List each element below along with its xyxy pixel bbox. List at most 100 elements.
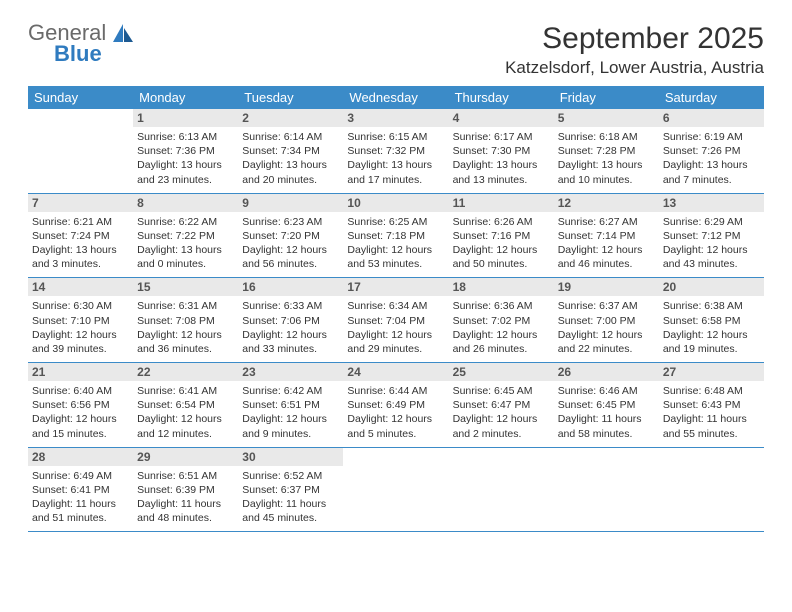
day-info: Sunrise: 6:17 AMSunset: 7:30 PMDaylight:… — [453, 130, 550, 187]
sunrise-text: Sunrise: 6:46 AM — [558, 384, 655, 398]
day-cell: 27Sunrise: 6:48 AMSunset: 6:43 PMDayligh… — [659, 363, 764, 447]
day-info: Sunrise: 6:49 AMSunset: 6:41 PMDaylight:… — [32, 469, 129, 526]
day-info: Sunrise: 6:34 AMSunset: 7:04 PMDaylight:… — [347, 299, 444, 356]
day-info: Sunrise: 6:38 AMSunset: 6:58 PMDaylight:… — [663, 299, 760, 356]
day-info: Sunrise: 6:52 AMSunset: 6:37 PMDaylight:… — [242, 469, 339, 526]
day-cell: 18Sunrise: 6:36 AMSunset: 7:02 PMDayligh… — [449, 278, 554, 362]
sunset-text: Sunset: 7:08 PM — [137, 314, 234, 328]
logo: General Blue — [28, 22, 135, 65]
day-number: 9 — [238, 194, 343, 212]
daylight-text: Daylight: 11 hours and 45 minutes. — [242, 497, 339, 525]
day-cell — [659, 448, 764, 532]
day-cell — [28, 109, 133, 193]
day-number: 20 — [659, 278, 764, 296]
weekday-label: Monday — [133, 86, 238, 109]
weekday-label: Thursday — [449, 86, 554, 109]
day-number: 26 — [554, 363, 659, 381]
week-row: 1Sunrise: 6:13 AMSunset: 7:36 PMDaylight… — [28, 109, 764, 194]
sunrise-text: Sunrise: 6:33 AM — [242, 299, 339, 313]
day-number: 12 — [554, 194, 659, 212]
day-cell: 10Sunrise: 6:25 AMSunset: 7:18 PMDayligh… — [343, 194, 448, 278]
day-cell: 24 Sunrise: 6:44 AMSunset: 6:49 PMDayligh… — [343, 363, 448, 447]
sunrise-text: Sunrise: 6:37 AM — [558, 299, 655, 313]
day-info: Sunrise: 6:48 AMSunset: 6:43 PMDaylight:… — [663, 384, 760, 441]
day-info: Sunrise: 6:36 AMSunset: 7:02 PMDaylight:… — [453, 299, 550, 356]
daylight-text: Daylight: 13 hours and 3 minutes. — [32, 243, 129, 271]
sunrise-text: Sunrise: 6:15 AM — [347, 130, 444, 144]
sunrise-text: Sunrise: 6:31 AM — [137, 299, 234, 313]
day-cell: 8Sunrise: 6:22 AMSunset: 7:22 PMDaylight… — [133, 194, 238, 278]
day-number: 5 — [554, 109, 659, 127]
daylight-text: Daylight: 12 hours and 22 minutes. — [558, 328, 655, 356]
day-number: 4 — [449, 109, 554, 127]
day-info: Sunrise: 6:23 AMSunset: 7:20 PMDaylight:… — [242, 215, 339, 272]
sunrise-text: Sunrise: 6:14 AM — [242, 130, 339, 144]
weeks-container: 1Sunrise: 6:13 AMSunset: 7:36 PMDaylight… — [28, 109, 764, 532]
week-row: 14Sunrise: 6:30 AMSunset: 7:10 PMDayligh… — [28, 278, 764, 363]
sunset-text: Sunset: 7:36 PM — [137, 144, 234, 158]
sunset-text: Sunset: 6:47 PM — [453, 398, 550, 412]
sunset-text: Sunset: 7:12 PM — [663, 229, 760, 243]
sunrise-text: Sunrise: 6:29 AM — [663, 215, 760, 229]
daylight-text: Daylight: 12 hours and 29 minutes. — [347, 328, 444, 356]
sunset-text: Sunset: 7:00 PM — [558, 314, 655, 328]
day-info: Sunrise: 6:19 AMSunset: 7:26 PMDaylight:… — [663, 130, 760, 187]
day-cell: 21Sunrise: 6:40 AMSunset: 6:56 PMDayligh… — [28, 363, 133, 447]
daylight-text: Daylight: 12 hours and 53 minutes. — [347, 243, 444, 271]
daylight-text: Daylight: 13 hours and 7 minutes. — [663, 158, 760, 186]
sunrise-text: Sunrise: 6:42 AM — [242, 384, 339, 398]
day-cell: 20 Sunrise: 6:38 AMSunset: 6:58 PMDayligh… — [659, 278, 764, 362]
sunrise-text: Sunrise: 6:36 AM — [453, 299, 550, 313]
header: General Blue September 2025 Katzelsdorf,… — [28, 22, 764, 78]
daylight-text: Daylight: 11 hours and 51 minutes. — [32, 497, 129, 525]
sunset-text: Sunset: 6:56 PM — [32, 398, 129, 412]
sunset-text: Sunset: 7:06 PM — [242, 314, 339, 328]
daylight-text: Daylight: 12 hours and 39 minutes. — [32, 328, 129, 356]
sunset-text: Sunset: 6:54 PM — [137, 398, 234, 412]
daylight-text: Daylight: 12 hours and 36 minutes. — [137, 328, 234, 356]
sunrise-text: Sunrise: 6:49 AM — [32, 469, 129, 483]
day-cell: 28Sunrise: 6:49 AMSunset: 6:41 PMDayligh… — [28, 448, 133, 532]
day-cell: 16 Sunrise: 6:33 AMSunset: 7:06 PMDayligh… — [238, 278, 343, 362]
month-title: September 2025 — [505, 22, 764, 56]
day-number: 3 — [343, 109, 448, 127]
sunrise-text: Sunrise: 6:48 AM — [663, 384, 760, 398]
daylight-text: Daylight: 11 hours and 48 minutes. — [137, 497, 234, 525]
day-info: Sunrise: 6:27 AMSunset: 7:14 PMDaylight:… — [558, 215, 655, 272]
day-info: Sunrise: 6:42 AMSunset: 6:51 PMDaylight:… — [242, 384, 339, 441]
sunrise-text: Sunrise: 6:21 AM — [32, 215, 129, 229]
day-number: 29 — [133, 448, 238, 466]
sunset-text: Sunset: 7:14 PM — [558, 229, 655, 243]
day-cell: 7Sunrise: 6:21 AMSunset: 7:24 PMDaylight… — [28, 194, 133, 278]
sail-icon — [113, 24, 135, 47]
sunset-text: Sunset: 7:24 PM — [32, 229, 129, 243]
sunrise-text: Sunrise: 6:34 AM — [347, 299, 444, 313]
sunrise-text: Sunrise: 6:25 AM — [347, 215, 444, 229]
day-number: 13 — [659, 194, 764, 212]
day-number: 16 — [238, 278, 343, 296]
day-cell: 14Sunrise: 6:30 AMSunset: 7:10 PMDayligh… — [28, 278, 133, 362]
weekday-label: Sunday — [28, 86, 133, 109]
sunset-text: Sunset: 6:51 PM — [242, 398, 339, 412]
day-number: 17 — [343, 278, 448, 296]
day-info: Sunrise: 6:33 AMSunset: 7:06 PMDaylight:… — [242, 299, 339, 356]
day-number: 22 — [133, 363, 238, 381]
sunset-text: Sunset: 6:41 PM — [32, 483, 129, 497]
day-number: 15 — [133, 278, 238, 296]
sunrise-text: Sunrise: 6:22 AM — [137, 215, 234, 229]
daylight-text: Daylight: 12 hours and 56 minutes. — [242, 243, 339, 271]
sunset-text: Sunset: 7:28 PM — [558, 144, 655, 158]
day-info: Sunrise: 6:15 AMSunset: 7:32 PMDaylight:… — [347, 130, 444, 187]
sunset-text: Sunset: 7:34 PM — [242, 144, 339, 158]
day-info: Sunrise: 6:37 AMSunset: 7:00 PMDaylight:… — [558, 299, 655, 356]
day-info: Sunrise: 6:46 AMSunset: 6:45 PMDaylight:… — [558, 384, 655, 441]
sunrise-text: Sunrise: 6:30 AM — [32, 299, 129, 313]
day-number: 11 — [449, 194, 554, 212]
day-cell: 1Sunrise: 6:13 AMSunset: 7:36 PMDaylight… — [133, 109, 238, 193]
day-cell: 6Sunrise: 6:19 AMSunset: 7:26 PMDaylight… — [659, 109, 764, 193]
day-cell: 19Sunrise: 6:37 AMSunset: 7:00 PMDayligh… — [554, 278, 659, 362]
day-number: 8 — [133, 194, 238, 212]
day-number: 24 — [343, 363, 448, 381]
day-info: Sunrise: 6:44 AMSunset: 6:49 PMDaylight:… — [347, 384, 444, 441]
sunrise-text: Sunrise: 6:23 AM — [242, 215, 339, 229]
